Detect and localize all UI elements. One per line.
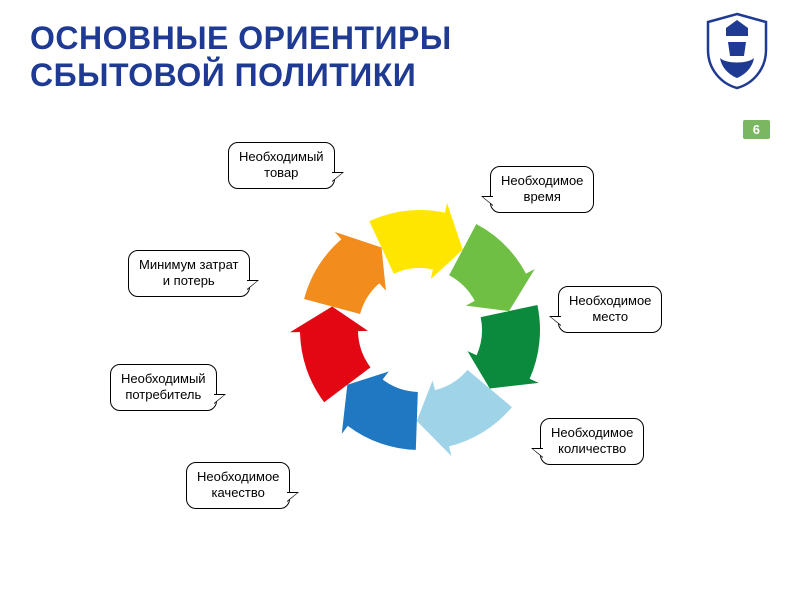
callout-quality: Необходимоекачество: [186, 462, 290, 509]
callout-goods: Необходимыйтовар: [228, 142, 335, 189]
callout-place: Необходимоеместо: [558, 286, 662, 333]
shield-logo-icon: [704, 12, 770, 90]
callout-tail-icon: [531, 448, 543, 458]
callout-label: Необходимоеместо: [569, 293, 651, 324]
callout-tail-icon: [481, 196, 493, 206]
page-number-badge: 6: [743, 120, 770, 139]
ring-segment: [342, 372, 418, 450]
callout-quantity: Необходимоеколичество: [540, 418, 644, 465]
ring-segment: [468, 305, 540, 388]
page-title: ОСНОВНЫЕ ОРИЕНТИРЫ СБЫТОВОЙ ПОЛИТИКИ: [30, 20, 452, 94]
callout-label: Необходимоеколичество: [551, 425, 633, 456]
callout-label: Необходимыйпотребитель: [121, 371, 206, 402]
callout-time: Необходимоевремя: [490, 166, 594, 213]
title-line-2: СБЫТОВОЙ ПОЛИТИКИ: [30, 57, 416, 93]
callout-consumer: Необходимыйпотребитель: [110, 364, 217, 411]
cycle-ring: [290, 200, 550, 460]
callout-tail-icon: [214, 394, 226, 404]
callout-tail-icon: [247, 280, 259, 290]
title-line-1: ОСНОВНЫЕ ОРИЕНТИРЫ: [30, 20, 452, 56]
callout-label: Необходимоекачество: [197, 469, 279, 500]
callout-tail-icon: [549, 316, 561, 326]
callout-tail-icon: [287, 492, 299, 502]
ring-segment: [449, 224, 535, 311]
callout-tail-icon: [332, 172, 344, 182]
callout-label: Минимум затрати потерь: [139, 257, 239, 288]
callout-label: Необходимоевремя: [501, 173, 583, 204]
callout-label: Необходимыйтовар: [239, 149, 324, 180]
callout-cost: Минимум затрати потерь: [128, 250, 250, 297]
ring-segment: [304, 232, 386, 314]
